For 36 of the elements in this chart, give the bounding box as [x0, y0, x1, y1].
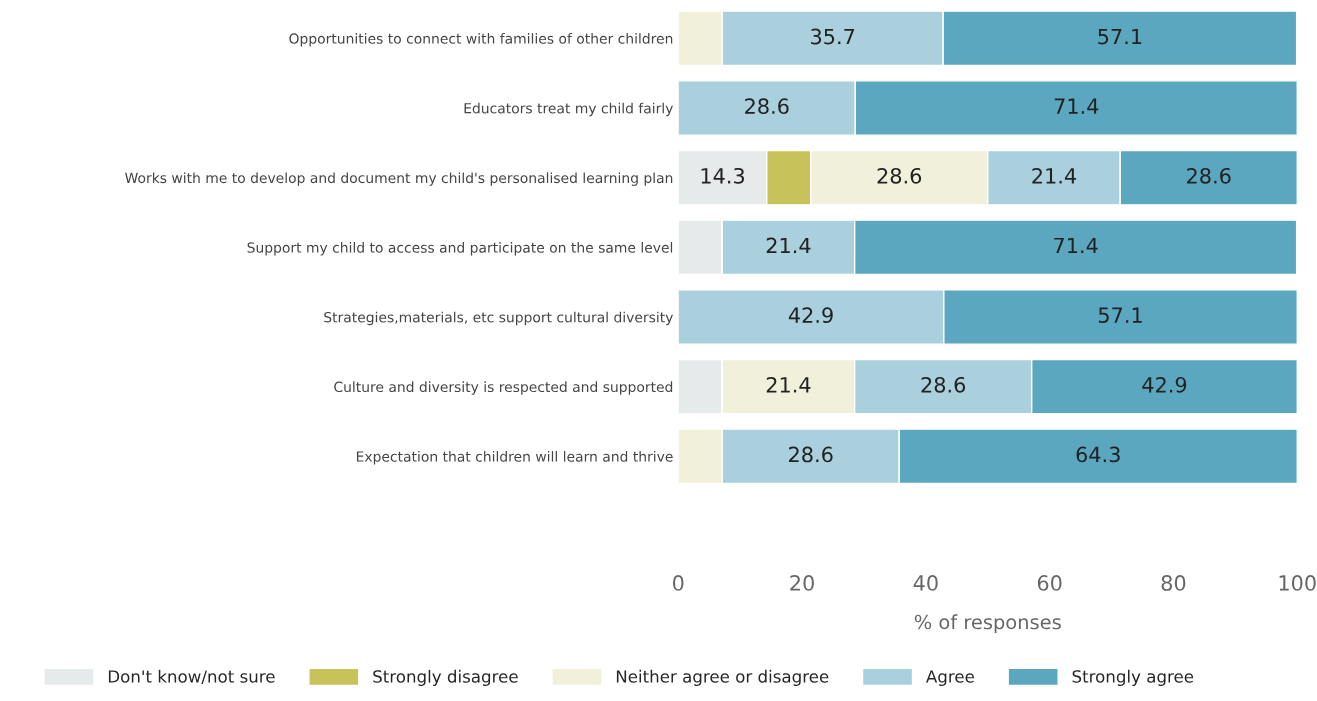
y-tick-label: Strategies,materials, etc support cultural diversity: [324, 311, 673, 326]
y-tick-label: Works with me to develop and document my child's personalised learning plan: [125, 172, 673, 186]
y-tick-label: Educators treat my child fairly: [464, 102, 673, 117]
legend-label: Neither agree or disagree: [616, 669, 829, 686]
data-label: 28.6: [1187, 167, 1231, 184]
x-tick-label: 80: [1161, 575, 1186, 591]
data-label: 28.6: [877, 167, 922, 184]
y-tick-label: Expectation that children will learn and thrive: [356, 451, 673, 465]
data-label: 21.4: [766, 237, 811, 254]
x-axis-title: % of responses: [914, 614, 1061, 634]
data-label: 42.9: [1142, 376, 1187, 393]
data-label: 28.6: [921, 376, 966, 393]
data-label: 71.4: [1054, 98, 1099, 114]
data-label: 21.4: [766, 376, 811, 393]
data-label: 57.1: [1098, 307, 1142, 324]
data-label: 64.3: [1076, 446, 1120, 463]
x-tick-label: 40: [913, 575, 938, 591]
data-label: 28.6: [789, 446, 833, 463]
data-label: 14.3: [701, 167, 745, 184]
data-label: 42.9: [788, 307, 833, 324]
x-tick-label: 100: [1279, 575, 1316, 591]
data-label: 57.1: [1098, 28, 1142, 45]
data-label: 35.7: [811, 28, 855, 45]
legend-label: Strongly agree: [1072, 669, 1194, 686]
data-label: 28.6: [745, 98, 789, 115]
x-tick-label: 20: [790, 575, 814, 591]
data-label: 71.4: [1054, 237, 1098, 254]
y-tick-label: Opportunities to connect with families of other children: [289, 33, 673, 47]
x-tick-label: 0: [673, 575, 684, 591]
legend-label: Don't know/not sure: [108, 669, 275, 685]
y-tick-label: Culture and diversity is respected and supported: [334, 381, 673, 395]
legend-label: Agree: [926, 670, 974, 686]
y-tick-label: Support my child to access and participate on the same level: [247, 242, 673, 256]
legend-label: Strongly disagree: [373, 669, 518, 686]
data-label: 21.4: [1032, 167, 1077, 184]
x-tick-label: 60: [1037, 575, 1062, 591]
